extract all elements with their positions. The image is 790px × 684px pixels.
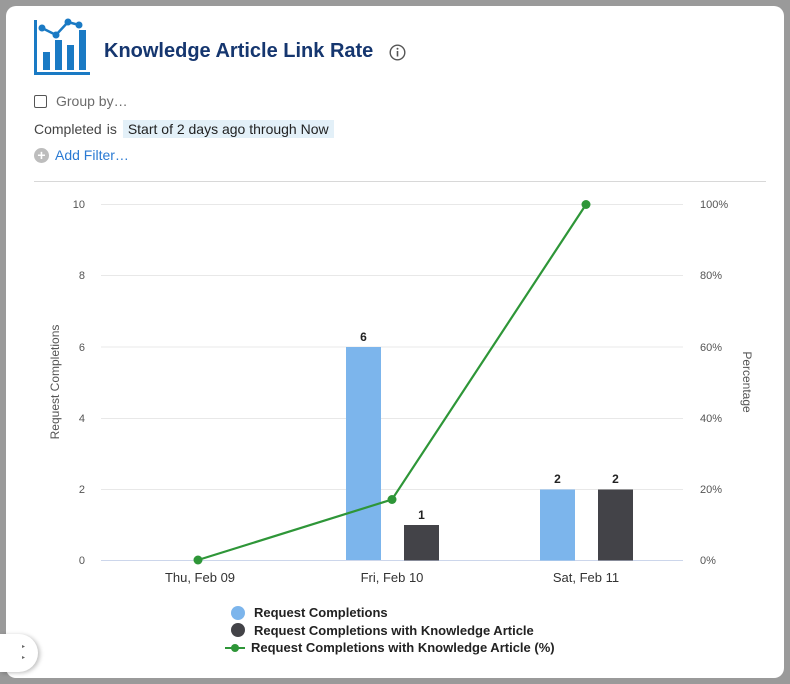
legend-circle-icon [231,605,245,620]
y-axis-right-title: Percentage [740,351,754,413]
side-panel-toggle[interactable]: ▸ ▸ [0,634,38,672]
svg-text:6: 6 [360,330,367,344]
svg-text:80%: 80% [700,270,722,282]
chart-legend: Request Completions Request Completions … [225,604,555,657]
y-axis-left-title: Request Completions [48,325,62,440]
group-by-label: Group by… [56,93,128,109]
svg-text:Fri, Feb 10: Fri, Feb 10 [361,570,424,585]
svg-text:2: 2 [79,484,85,496]
svg-text:20%: 20% [700,484,722,496]
svg-text:6: 6 [79,342,85,354]
svg-text:0: 0 [79,555,85,567]
bar-fri-completions[interactable] [346,347,381,560]
svg-text:0%: 0% [700,555,716,567]
bar-fri-with-ka[interactable] [404,525,439,561]
point-thu[interactable] [193,555,203,565]
filter-value-chip[interactable]: Start of 2 days ago through Now [122,120,334,138]
info-icon[interactable] [389,44,406,61]
series-completions-with-ka [404,489,633,561]
bar-sat-with-ka[interactable] [598,489,633,561]
svg-text:60%: 60% [700,342,722,354]
divider [34,181,766,182]
filter-operator: is [106,121,117,137]
svg-text:2: 2 [612,472,619,486]
series-ka-percentage-line [193,200,591,565]
add-filter-button[interactable]: + Add Filter… [34,147,129,163]
legend-item-completions-with-ka[interactable]: Request Completions with Knowledge Artic… [228,622,555,640]
filter-row: Completed is Start of 2 days ago through… [34,120,334,138]
x-axis-labels: Thu, Feb 09 Fri, Feb 10 Sat, Feb 11 [165,570,619,585]
legend-circle-icon [231,623,245,638]
svg-text:2: 2 [554,472,561,486]
page-title: Knowledge Article Link Rate [104,40,374,62]
svg-text:Sat, Feb 11: Sat, Feb 11 [553,570,619,585]
svg-text:8: 8 [79,270,85,282]
dot-icon: ▸ [22,655,26,661]
group-by-checkbox[interactable] [34,94,47,108]
svg-text:1: 1 [418,508,425,522]
point-sat[interactable] [581,200,591,209]
bar-data-labels: 6 1 2 2 [360,330,619,522]
combo-chart: 0 2 4 6 8 10 Request Completions 0% 20% … [48,199,754,585]
svg-text:100%: 100% [700,199,728,211]
legend-item-ka-percentage[interactable]: Request Completions with Knowledge Artic… [225,639,555,657]
bar-line-chart-icon [34,18,90,75]
dot-icon: ▸ [22,644,26,650]
gridlines [101,204,683,490]
bar-sat-completions[interactable] [540,489,575,561]
svg-text:10: 10 [73,199,85,211]
point-fri[interactable] [387,495,397,504]
y-axis-left: 0 2 4 6 8 10 [73,199,85,567]
y-axis-right: 0% 20% 40% 60% 80% 100% [700,199,728,567]
svg-text:4: 4 [79,413,85,425]
plus-circle-icon: + [34,147,49,163]
legend-item-request-completions[interactable]: Request Completions [228,604,555,622]
add-filter-label: Add Filter… [55,147,129,163]
svg-text:40%: 40% [700,413,722,425]
filter-field: Completed [34,121,102,137]
series-request-completions [346,347,575,561]
svg-text:Thu, Feb 09: Thu, Feb 09 [165,570,235,585]
legend-line-marker-icon [225,641,245,655]
group-by-toggle[interactable]: Group by… [34,93,128,109]
report-card [6,6,784,678]
